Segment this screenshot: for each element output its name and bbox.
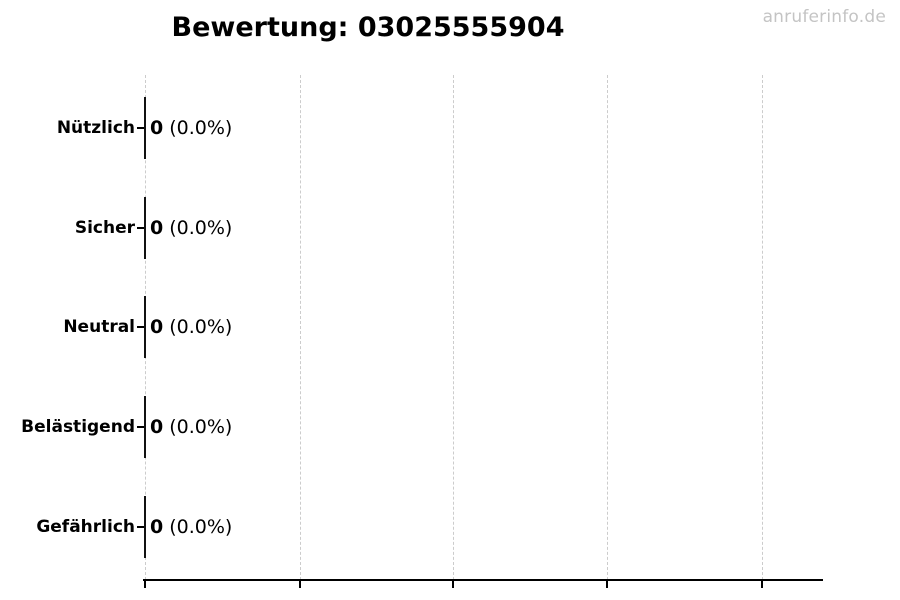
x-axis-tick	[299, 580, 301, 588]
bar-value: 0 (0.0%)	[150, 97, 232, 159]
bar-value-count: 0	[150, 516, 164, 538]
bar-outline	[144, 396, 146, 458]
y-axis-tick	[137, 326, 144, 328]
bar-value-count: 0	[150, 217, 164, 239]
category-label: Gefährlich	[36, 517, 135, 537]
bar-row: Nützlich 0 (0.0%)	[0, 97, 450, 159]
bar-row: Gefährlich 0 (0.0%)	[0, 496, 450, 558]
y-axis-tick	[137, 526, 144, 528]
bar-value-percent: (0.0%)	[169, 516, 233, 538]
bar-outline	[144, 496, 146, 558]
x-axis-tick	[761, 580, 763, 588]
x-axis-tick	[452, 580, 454, 588]
bar-value-percent: (0.0%)	[169, 416, 233, 438]
bar-outline	[144, 197, 146, 259]
bar-value: 0 (0.0%)	[150, 197, 232, 259]
y-axis-tick	[137, 127, 144, 129]
bar-value-percent: (0.0%)	[169, 217, 233, 239]
gridline	[607, 75, 608, 580]
bar-row: Sicher 0 (0.0%)	[0, 197, 450, 259]
bar-value: 0 (0.0%)	[150, 396, 232, 458]
bar-row: Belästigend 0 (0.0%)	[0, 396, 450, 458]
category-label: Belästigend	[21, 417, 135, 437]
bar-row: Neutral 0 (0.0%)	[0, 296, 450, 358]
bar-value-count: 0	[150, 316, 164, 338]
bar-outline	[144, 296, 146, 358]
bar-value-count: 0	[150, 117, 164, 139]
category-label: Nützlich	[56, 118, 135, 138]
x-axis-tick	[144, 580, 146, 588]
category-label: Neutral	[63, 317, 135, 337]
bar-value-percent: (0.0%)	[169, 117, 233, 139]
x-axis-line	[143, 579, 823, 581]
y-axis-tick	[137, 426, 144, 428]
bar-outline	[144, 97, 146, 159]
chart-title: Bewertung: 03025555904	[171, 12, 565, 43]
bar-value-percent: (0.0%)	[169, 316, 233, 338]
gridline	[300, 75, 301, 580]
bar-value: 0 (0.0%)	[150, 496, 232, 558]
bar-value-count: 0	[150, 416, 164, 438]
watermark: anruferinfo.de	[762, 7, 886, 27]
gridline	[762, 75, 763, 580]
gridline	[453, 75, 454, 580]
bar-value: 0 (0.0%)	[150, 296, 232, 358]
category-label: Sicher	[74, 218, 135, 238]
x-axis-tick	[606, 580, 608, 588]
y-axis-tick	[137, 227, 144, 229]
